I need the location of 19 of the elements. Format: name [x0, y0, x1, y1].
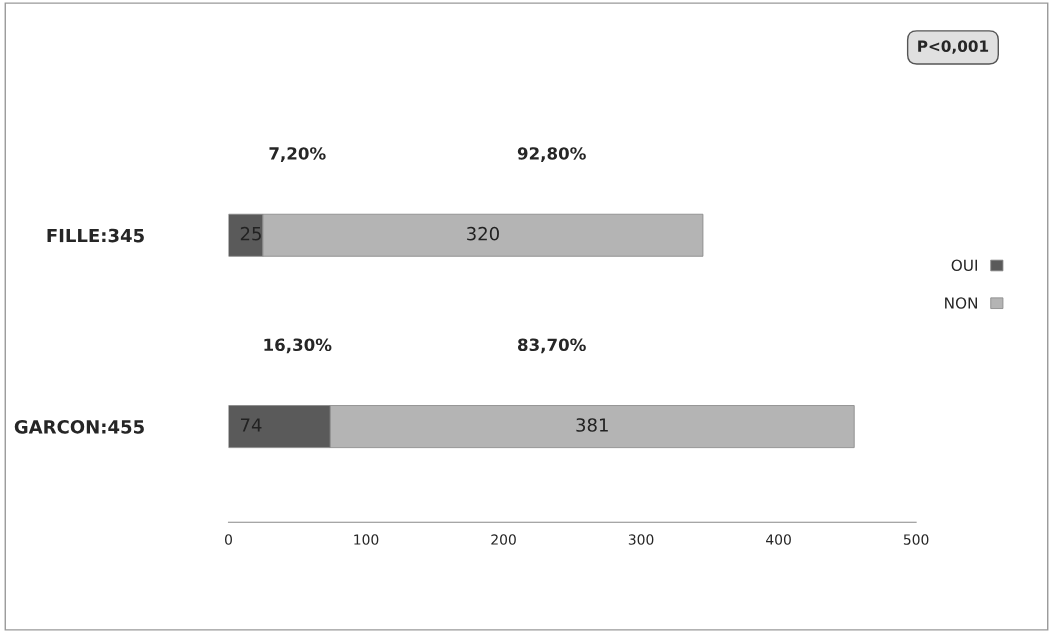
y-tick-label: FILLE:345 [47, 228, 144, 243]
annotation: 7,20% [269, 147, 326, 162]
x-tick-label: 200 [491, 534, 516, 545]
x-tick-label: 0 [225, 534, 232, 545]
text: P<0,001 [918, 40, 989, 54]
x-tick-label: 400 [766, 534, 791, 545]
annotation: 83,70% [517, 338, 586, 354]
legend-label: OUI [951, 259, 977, 272]
y-tick-label: GARCON:455 [14, 420, 144, 434]
x-tick-label: 500 [903, 534, 929, 545]
data-label: 320 [467, 226, 499, 241]
annotation: 16,30% [264, 338, 332, 354]
annotation: 92,80% [517, 147, 586, 162]
data-label: 25 [240, 226, 261, 241]
x-tick-label: 300 [628, 534, 654, 545]
x-tick-label: 100 [354, 534, 379, 545]
legend-label: NON [945, 297, 977, 309]
data-label: 381 [576, 418, 608, 432]
data-label: 74 [240, 418, 262, 432]
